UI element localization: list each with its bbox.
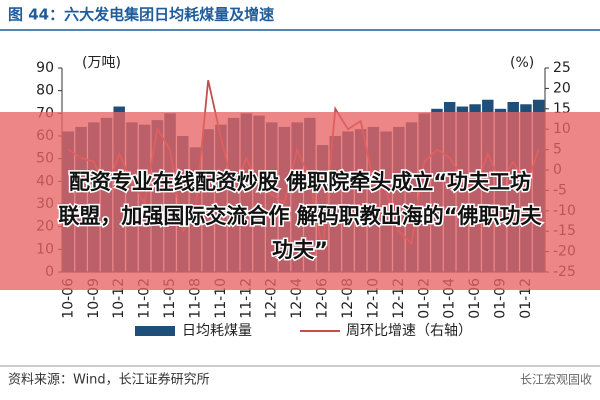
- overlay-text: 功夫”: [272, 238, 328, 262]
- watermark: 长江宏观固收: [520, 372, 592, 387]
- y-axis-label: (万吨): [82, 55, 121, 71]
- overlay-text: 配资专业在线配资炒股 佛职院牵头成立“功夫工坊: [69, 170, 531, 194]
- y-tick-label: 90: [36, 60, 54, 76]
- y2-axis-label: (%): [510, 55, 534, 71]
- y2-tick-label: 20: [553, 80, 571, 96]
- y2-tick-label: 25: [553, 60, 571, 76]
- legend-label: 周环比增速（右轴）: [346, 323, 472, 339]
- chart-title: 图 44：六大发电集团日均耗煤量及增速: [8, 6, 274, 24]
- source: 资料来源：Wind，长江证券研究所: [8, 372, 210, 388]
- legend-label: 日均耗煤量: [182, 323, 252, 339]
- y-tick-label: 80: [36, 83, 54, 99]
- overlay-text: 联盟，加强国际交流合作 解码职教出海的“佛职功夫: [58, 204, 542, 228]
- overlay-banner: [0, 112, 600, 290]
- legend-swatch: [135, 326, 175, 336]
